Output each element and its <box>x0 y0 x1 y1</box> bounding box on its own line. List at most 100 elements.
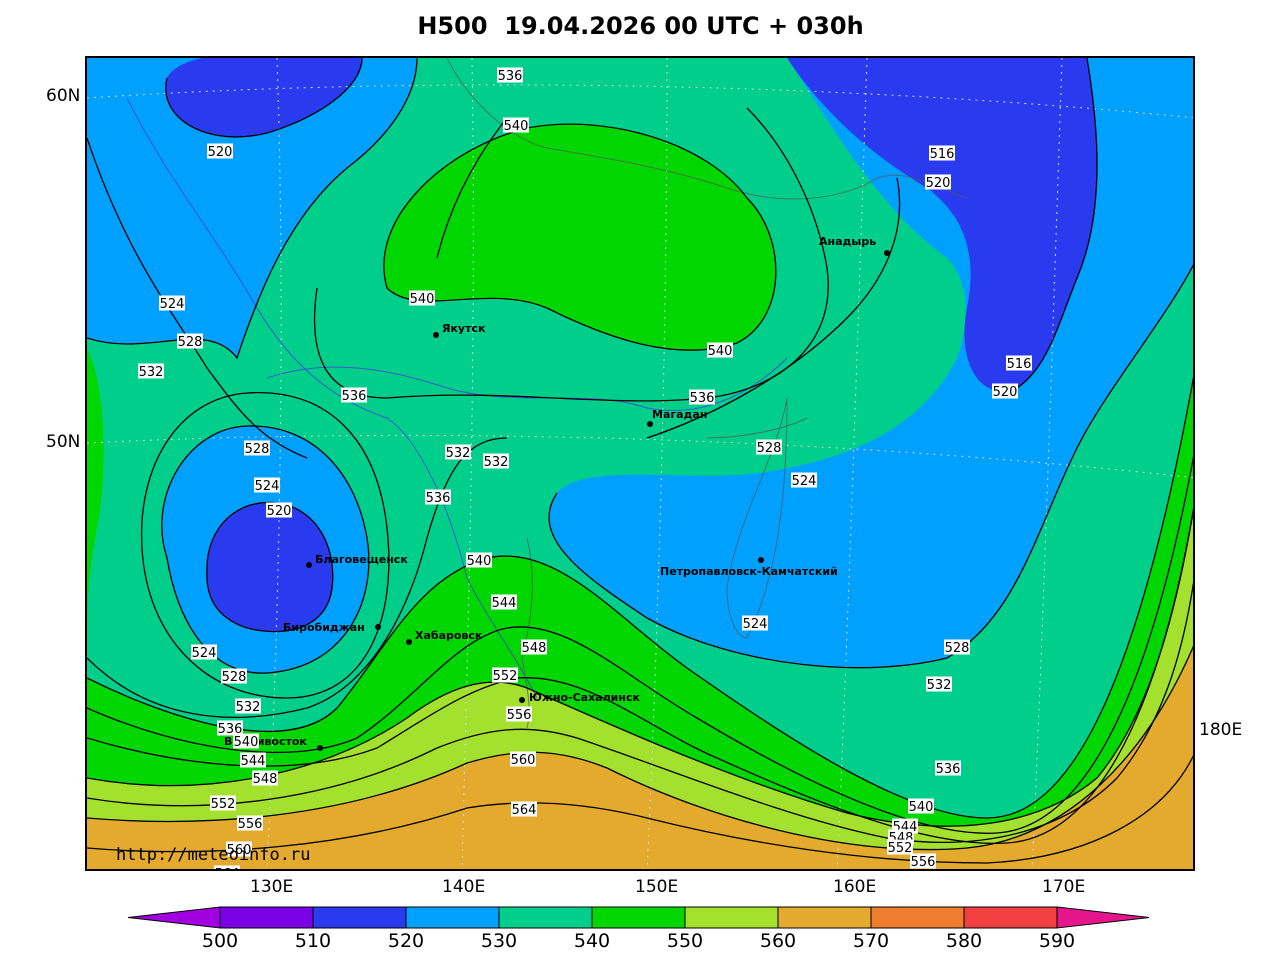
isohypses <box>87 58 1193 864</box>
city-yakutsk: Якутск <box>442 322 486 335</box>
svg-text:552: 552 <box>211 797 236 812</box>
colorbar-tick-label: 580 <box>945 930 983 952</box>
colorbar-tick-label: 510 <box>294 930 332 952</box>
city-petropavlovsk: Петропавловск-Камчатский <box>660 565 838 578</box>
contour-value-label: 536 <box>497 67 523 84</box>
contour-value-label: 520 <box>266 502 292 519</box>
contour-value-label: 536 <box>425 489 451 506</box>
contour-value-label: 532 <box>926 676 952 693</box>
svg-text:536: 536 <box>690 391 715 406</box>
colorbar-segment <box>777 906 872 929</box>
contour-value-label: 544 <box>491 594 517 611</box>
contour-value-label: 548 <box>252 770 278 787</box>
fill-540-550 <box>87 379 1193 827</box>
fill-550-560 <box>87 512 1193 850</box>
svg-text:536: 536 <box>498 69 523 84</box>
contour-value-label: 524 <box>791 472 817 489</box>
svg-text:516: 516 <box>930 147 955 162</box>
lon-label-170e: 170E <box>1042 877 1086 897</box>
colorbar-tick-label: 500 <box>201 930 239 952</box>
contour-value-label: 524 <box>254 477 280 494</box>
fill-540-550-west <box>87 348 104 658</box>
colorbar-tick-label: 520 <box>387 930 425 952</box>
svg-text:564: 564 <box>512 803 537 818</box>
contour-value-label: 540 <box>908 798 934 815</box>
svg-text:544: 544 <box>241 754 266 769</box>
contour-value-label: 528 <box>756 439 782 456</box>
contour-value-label: 540 <box>233 733 259 750</box>
contour-value-label: 552 <box>887 839 913 856</box>
contour-value-label: 528 <box>244 440 270 457</box>
colorbar-tick-label: 540 <box>573 930 611 952</box>
contour-value-label: 564 <box>511 801 537 818</box>
svg-text:532: 532 <box>484 455 509 470</box>
svg-text:520: 520 <box>208 145 233 160</box>
city-magadan: Магадан <box>652 408 707 421</box>
lat-label-50n: 50N <box>46 432 81 452</box>
svg-text:552: 552 <box>888 841 913 856</box>
contour-value-label: 532 <box>138 363 164 380</box>
contour-value-label: 540 <box>503 117 529 134</box>
colorbar-segment <box>219 906 314 929</box>
fill-510-520-amur <box>206 502 333 632</box>
colorbar-tick-label: 550 <box>666 930 704 952</box>
svg-text:552: 552 <box>493 669 518 684</box>
city-yuzhno-sakhalinsk: Южно-Сахалинск <box>529 691 640 704</box>
city-dot <box>375 624 381 630</box>
contour-value-label: 524 <box>191 644 217 661</box>
svg-text:556: 556 <box>238 817 263 832</box>
city-birobidzhan: Биробиджан <box>283 621 365 634</box>
colorbar-max-arrow <box>1056 906 1150 929</box>
colorbar-segment <box>684 906 779 929</box>
fill-510-520-nw <box>165 58 362 137</box>
svg-text:548: 548 <box>253 772 278 787</box>
svg-text:532: 532 <box>139 365 164 380</box>
colorbar-segment <box>405 906 500 929</box>
lat-label-60n: 60N <box>46 86 81 106</box>
chart-title: H500 19.04.2026 00 UTC + 030h <box>417 12 864 40</box>
contour-value-label: 516 <box>1006 355 1032 372</box>
svg-text:540: 540 <box>410 292 435 307</box>
cities: Якутск Магадан Анадырь Благовещенск Биро… <box>224 235 890 751</box>
colorbar-tick-label: 560 <box>759 930 797 952</box>
contour-value-label: 560 <box>510 751 536 768</box>
contour-value-label: 528 <box>944 639 970 656</box>
svg-text:524: 524 <box>743 617 768 632</box>
contour-value-label: 532 <box>235 698 261 715</box>
contour-value-label: 520 <box>925 174 951 191</box>
contour-value-label: 528 <box>221 668 247 685</box>
city-dot <box>306 562 312 568</box>
svg-text:564: 564 <box>215 867 240 871</box>
fill-510-520-ne <box>787 58 1097 391</box>
colorbar-min-arrow <box>127 906 221 929</box>
colorbar-tick-label: 530 <box>480 930 518 952</box>
city-dot <box>519 697 525 703</box>
lon-label-180e: 180E <box>1199 720 1243 740</box>
contour-value-label: 540 <box>707 342 733 359</box>
contour-value-label: 532 <box>445 444 471 461</box>
contour-value-label: 536 <box>689 389 715 406</box>
svg-text:532: 532 <box>446 446 471 461</box>
svg-text:536: 536 <box>426 491 451 506</box>
svg-text:540: 540 <box>467 554 492 569</box>
contour-value-label: 536 <box>935 760 961 777</box>
svg-text:536: 536 <box>936 762 961 777</box>
svg-text:540: 540 <box>909 800 934 815</box>
svg-text:544: 544 <box>492 596 517 611</box>
colorbar-segment <box>591 906 686 929</box>
watermark-url: http://meteoinfo.ru <box>116 845 311 865</box>
svg-text:540: 540 <box>504 119 529 134</box>
svg-text:520: 520 <box>926 176 951 191</box>
svg-text:540: 540 <box>708 344 733 359</box>
contour-value-label: 564 <box>214 865 240 871</box>
lon-label-140e: 140E <box>442 877 486 897</box>
svg-text:532: 532 <box>927 678 952 693</box>
city-dot <box>647 421 653 427</box>
contour-value-label: 516 <box>929 145 955 162</box>
colorbar-segment <box>963 906 1058 929</box>
city-dot <box>758 557 764 563</box>
fill-540-550-north <box>383 124 776 351</box>
svg-text:560: 560 <box>511 753 536 768</box>
colorbar-tick-label: 570 <box>852 930 890 952</box>
